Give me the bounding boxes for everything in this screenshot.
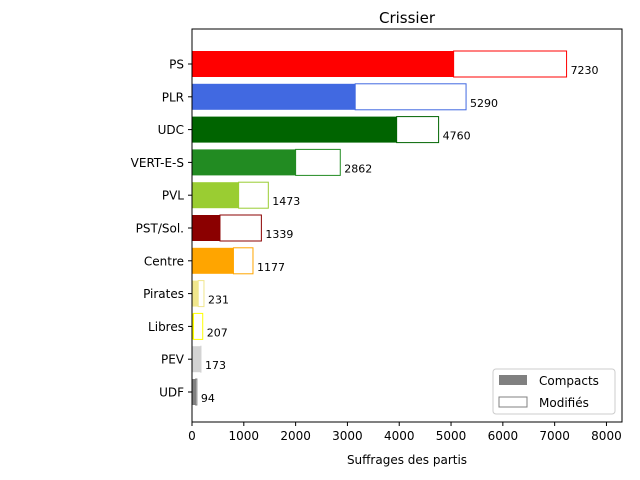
bar-compacts: [192, 379, 196, 405]
y-tick-label: VERT-E-S: [131, 156, 184, 170]
bar-modifies: [238, 181, 269, 209]
bar-modifies: [195, 378, 198, 406]
bar-compacts: [192, 313, 194, 340]
bar-value-label: 4760: [443, 130, 471, 143]
x-tick-label: 5000: [436, 429, 467, 443]
y-tick-label: UDC: [158, 123, 184, 137]
legend-label-compacts: Compacts: [539, 374, 599, 388]
y-axis: PS PLR UDC VERT-E-S PVL PST/Sol. Centre Pirates…: [131, 58, 192, 400]
x-tick-label: 8000: [591, 429, 622, 443]
y-tick-label: Pirates: [143, 287, 184, 301]
bars-group: [192, 50, 568, 406]
bar-modifies: [354, 83, 467, 111]
y-tick-label: UDF: [159, 386, 184, 400]
bar-value-label: 7230: [571, 64, 599, 77]
bar-compacts: [192, 149, 296, 176]
x-tick-label: 1000: [229, 429, 260, 443]
legend-label-modifies: Modifiés: [539, 396, 589, 410]
bar-value-label: 1473: [272, 195, 300, 208]
bar-compacts: [192, 280, 199, 307]
bar-compacts: [192, 247, 234, 274]
x-tick-label: 2000: [280, 429, 311, 443]
bar-modifies: [396, 116, 440, 144]
bar-modifies: [197, 280, 205, 308]
y-tick-label: Centre: [144, 254, 184, 268]
bar-modifies: [193, 312, 204, 340]
x-tick-label: 0: [188, 429, 196, 443]
x-tick-label: 7000: [539, 429, 570, 443]
bar-value-label: 1339: [265, 228, 293, 241]
bar-value-label: 173: [205, 359, 226, 372]
legend-swatch-compacts: [499, 375, 527, 385]
y-tick-label: PVL: [162, 189, 184, 203]
bar-value-label: 231: [208, 294, 229, 307]
bar-value-label: 5290: [470, 97, 498, 110]
bar-modifies: [232, 247, 254, 275]
plot-frame: [191, 28, 623, 423]
bar-modifies: [453, 50, 568, 78]
bar-compacts: [192, 51, 454, 77]
y-tick-label: PEV: [161, 353, 185, 367]
x-tick-label: 6000: [488, 429, 519, 443]
chart-title: Crissier: [379, 9, 436, 27]
bar-value-label: 1177: [257, 261, 285, 274]
bar-value-label: 2862: [344, 162, 372, 175]
bar-value-label: 207: [207, 326, 228, 339]
y-tick-label: Libres: [148, 320, 184, 334]
legend: Compacts Modifiés: [492, 368, 616, 415]
bar-modifies: [219, 214, 262, 242]
bar-compacts: [192, 346, 201, 373]
bar-compacts: [192, 182, 239, 209]
x-tick-label: 3000: [332, 429, 363, 443]
bar-compacts: [192, 83, 356, 110]
x-axis: 0 1000 2000 3000 4000 5000 6000 7000 8000: [188, 422, 622, 443]
bar-value-label: 94: [201, 392, 215, 405]
y-tick-label: PS: [169, 58, 184, 72]
bar-modifies: [295, 148, 341, 176]
y-tick-label: PLR: [162, 90, 184, 104]
bar-compacts: [192, 215, 220, 241]
bar-compacts: [192, 116, 397, 143]
legend-swatch-modifies: [498, 396, 528, 408]
value-labels-group: 7230 5290 4760 2862 1473 1339 1177 231 207 173 94: [201, 64, 599, 405]
y-tick-label: PST/Sol.: [136, 222, 184, 236]
x-tick-label: 4000: [384, 429, 415, 443]
x-axis-label: Suffrages des partis: [347, 453, 467, 467]
